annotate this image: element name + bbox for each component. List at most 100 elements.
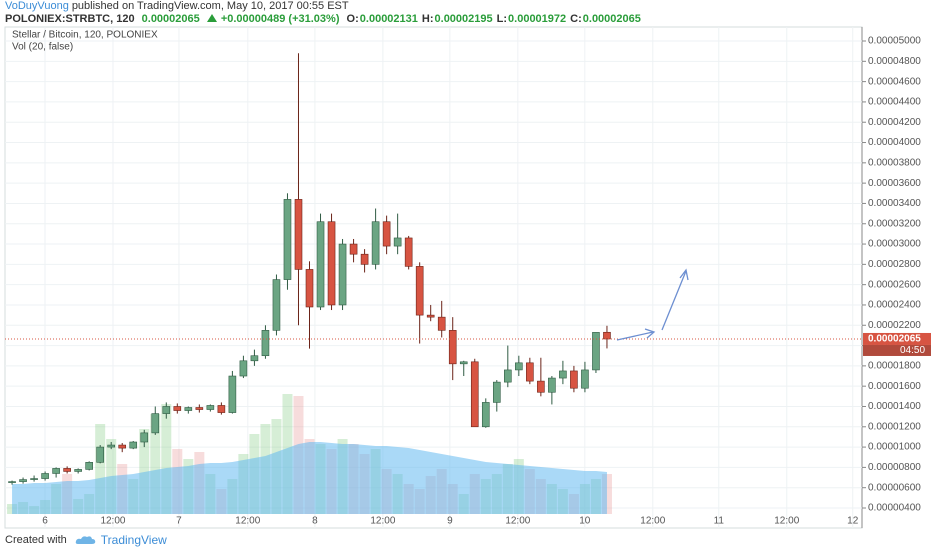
candle-body xyxy=(537,380,545,393)
change: +0.00000489 (+31.03%) xyxy=(220,13,340,25)
y-tick-label: 0.00000600 xyxy=(868,482,921,493)
last-price-label: 0.00002065 xyxy=(868,334,921,345)
author[interactable]: VoDuyVuong xyxy=(5,0,69,12)
x-tick-label: 11 xyxy=(714,516,725,527)
ohlc-label: O: xyxy=(346,13,359,25)
last-price: 0.00002065 xyxy=(141,13,200,25)
candle-body xyxy=(338,243,347,306)
x-tick-label: 12:00 xyxy=(774,516,799,527)
candle-body xyxy=(228,375,237,413)
candle-body xyxy=(393,237,402,247)
volume-ma-area xyxy=(12,442,607,514)
candle-body xyxy=(559,370,567,379)
candle-body xyxy=(305,269,314,308)
legend-volume: Vol (20, false) xyxy=(12,42,73,53)
candle-body xyxy=(415,266,424,316)
publish-line: VoDuyVuong published on TradingView.com, … xyxy=(5,0,353,12)
candle-body xyxy=(151,413,160,434)
symbol: POLONIEX:STRBTC, 120 xyxy=(5,13,135,25)
y-tick-label: 0.00004400 xyxy=(868,97,921,108)
candle-body xyxy=(492,381,501,403)
x-tick-label: 10 xyxy=(579,516,591,527)
candle-body xyxy=(570,370,578,389)
countdown-box xyxy=(863,344,931,356)
volume-bar xyxy=(150,414,161,514)
candle-body xyxy=(437,316,446,331)
x-tick-label: 7 xyxy=(176,516,182,527)
x-tick-label: 12:00 xyxy=(505,516,530,527)
candle-body xyxy=(74,469,82,472)
y-tick-label: 0.00001200 xyxy=(868,421,921,432)
candle-body xyxy=(206,405,215,410)
candle-body xyxy=(19,479,27,482)
candle-body xyxy=(448,330,457,365)
ohlc-label: L: xyxy=(496,13,508,25)
candle-body xyxy=(173,406,182,411)
volume-bar xyxy=(95,424,106,514)
candle-body xyxy=(217,405,226,413)
candle-body xyxy=(548,377,556,393)
candle-body xyxy=(8,481,16,483)
candle-body xyxy=(294,199,303,270)
ohlc-label: H: xyxy=(421,13,434,25)
published: published on TradingView.com, May 10, 20… xyxy=(71,0,349,12)
y-tick-label: 0.00000400 xyxy=(868,503,921,514)
candle-body xyxy=(107,444,116,448)
x-tick-label: 12:00 xyxy=(640,516,665,527)
candle-body xyxy=(195,407,204,410)
brand[interactable]: TradingView xyxy=(100,533,167,547)
candle-body xyxy=(41,473,49,479)
candle-body xyxy=(30,478,38,480)
created-with: Created with xyxy=(5,534,67,546)
y-tick-label: 0.00003600 xyxy=(868,178,921,189)
ohlc-label: C: xyxy=(570,13,582,25)
y-tick-label: 0.00002200 xyxy=(868,320,921,331)
candle-body xyxy=(459,361,468,365)
candle-body xyxy=(261,330,270,357)
candle-body xyxy=(603,331,611,340)
volume-bar xyxy=(161,404,172,514)
candle-body xyxy=(349,243,358,255)
ohlc-value: 0.00002195 xyxy=(434,13,493,25)
logo xyxy=(75,536,95,544)
y-tick-label: 0.00000800 xyxy=(868,462,921,473)
candle-body xyxy=(250,355,259,362)
quote-line: POLONIEX:STRBTC, 120 0.00002065 +0.00000… xyxy=(5,13,645,25)
legend-symbol: Stellar / Bitcoin, 120, POLONIEX xyxy=(12,30,158,41)
candle-body xyxy=(404,237,413,267)
candle-body xyxy=(316,221,325,308)
volume-bar xyxy=(139,429,150,514)
footer: Created with TradingView xyxy=(5,533,167,547)
x-tick-label: 12:00 xyxy=(370,516,395,527)
candle-body xyxy=(140,432,149,443)
last-price-box xyxy=(863,332,931,345)
x-tick-label: 12:00 xyxy=(100,516,125,527)
y-tick-label: 0.00001400 xyxy=(868,401,921,412)
y-tick-label: 0.00003000 xyxy=(868,239,921,250)
y-tick-label: 0.00002600 xyxy=(868,279,921,290)
y-tick-label: 0.00004600 xyxy=(868,76,921,87)
candle-body xyxy=(239,360,248,377)
y-tick-label: 0.00001000 xyxy=(868,442,921,453)
candle-body xyxy=(515,362,523,371)
y-tick-label: 0.00002800 xyxy=(868,259,921,270)
x-tick-label: 9 xyxy=(447,516,453,527)
candle-body xyxy=(526,362,534,382)
y-tick-label: 0.00004000 xyxy=(868,137,921,148)
x-tick-label: 12:00 xyxy=(235,516,260,527)
up-icon xyxy=(206,14,217,22)
candle-body xyxy=(592,332,600,371)
candle-body xyxy=(283,199,292,280)
y-tick-label: 0.00002400 xyxy=(868,300,921,311)
candle-body xyxy=(360,253,369,265)
candle-body xyxy=(184,407,193,411)
x-tick-label: 12 xyxy=(847,516,859,527)
candle-body xyxy=(382,221,391,247)
candle-body xyxy=(272,279,281,331)
candle-body xyxy=(581,369,589,389)
candle-body xyxy=(371,221,380,265)
x-tick-label: 8 xyxy=(312,516,318,527)
y-tick-label: 0.00001800 xyxy=(868,361,921,372)
